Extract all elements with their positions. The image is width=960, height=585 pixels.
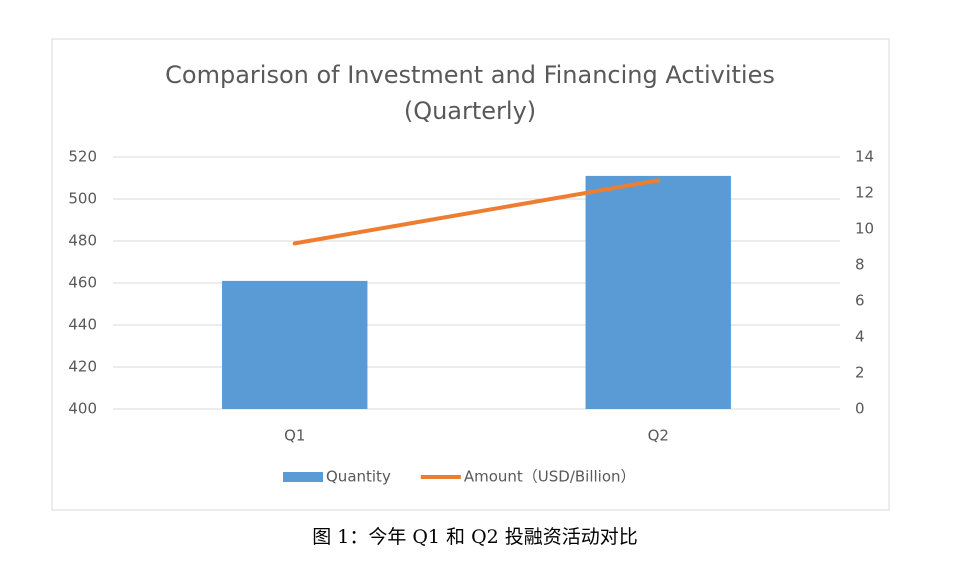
y2-tick-label: 0 <box>855 400 865 418</box>
y-tick-label: 500 <box>68 190 97 208</box>
bar <box>222 280 368 409</box>
y-tick-label: 480 <box>68 232 97 250</box>
chart-title: (Quarterly) <box>404 97 536 125</box>
y-tick-label: 420 <box>68 358 97 376</box>
chart-frame <box>51 38 890 511</box>
bar <box>585 175 731 409</box>
y2-tick-label: 10 <box>855 220 874 238</box>
y-tick-label: 440 <box>68 316 97 334</box>
x-tick-label: Q1 <box>284 427 305 445</box>
y2-tick-label: 12 <box>855 184 874 202</box>
legend-label: Amount（USD/Billion） <box>464 468 636 486</box>
chart-title: Comparison of Investment and Financing A… <box>165 61 775 89</box>
y2-tick-label: 2 <box>855 364 865 382</box>
y-tick-label: 520 <box>68 148 97 166</box>
legend-swatch <box>283 472 323 482</box>
line <box>292 178 661 246</box>
y-tick-label: 460 <box>68 274 97 292</box>
x-tick-label: Q2 <box>648 427 669 445</box>
caption: 图 1：今年 Q1 和 Q2 投融资活动对比 <box>312 526 638 548</box>
legend-label: Quantity <box>326 468 391 486</box>
y2-tick-label: 4 <box>855 328 865 346</box>
y2-tick-label: 6 <box>855 292 865 310</box>
y2-tick-label: 14 <box>855 148 874 166</box>
y2-tick-label: 8 <box>855 256 865 274</box>
y-tick-label: 400 <box>68 400 97 418</box>
